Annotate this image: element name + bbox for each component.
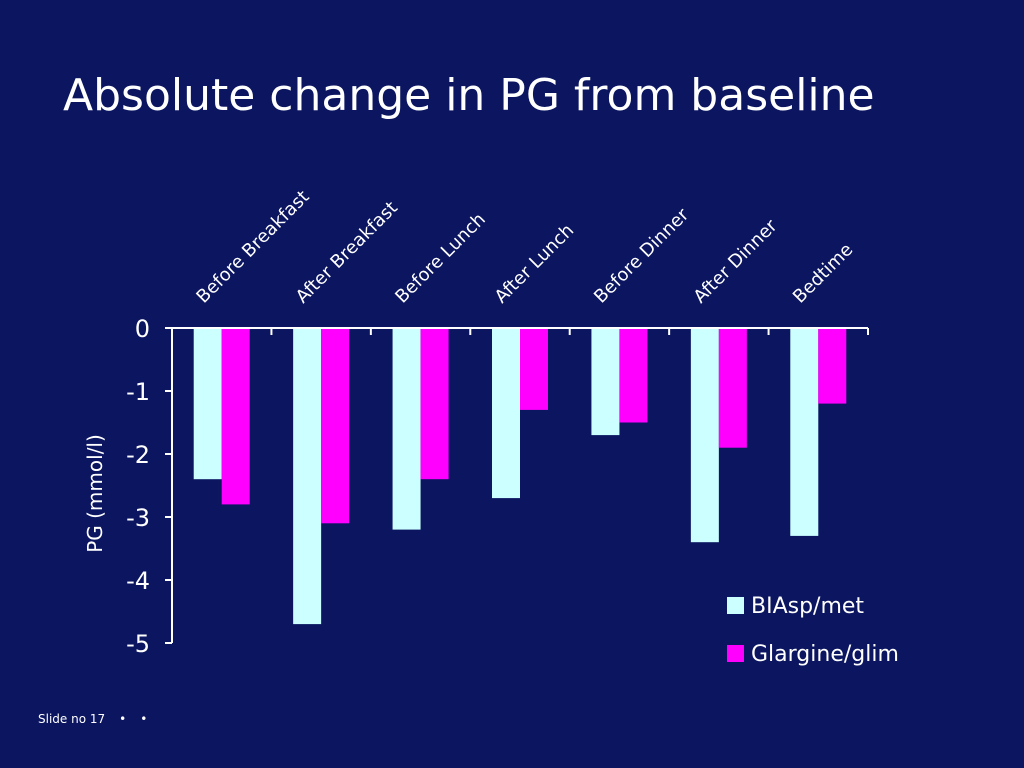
slide-title: Absolute change in PG from baseline: [63, 70, 875, 121]
bar-series1: [193, 328, 222, 480]
category-label: After Dinner: [690, 215, 782, 307]
y-tick-label: -1: [126, 378, 150, 406]
bar-series2: [221, 328, 250, 505]
legend-swatch: [727, 597, 744, 614]
slide-number: Slide no 17: [38, 712, 106, 726]
bar-series1: [591, 328, 620, 436]
y-axis-title: PG (mmol/l): [83, 434, 107, 553]
bar-series1: [392, 328, 421, 530]
y-tick-label: -3: [126, 504, 150, 532]
category-label: Bedtime: [789, 239, 857, 307]
bar-series2: [520, 328, 548, 410]
bar-series2: [321, 328, 350, 524]
category-label: After Lunch: [491, 220, 579, 308]
legend-label: BIAsp/met: [751, 594, 864, 619]
bar-series2: [420, 328, 449, 480]
y-tick-label: 0: [135, 315, 150, 343]
legend-label: Glargine/glim: [751, 642, 899, 667]
y-tick-label: -4: [126, 567, 150, 595]
category-label: After Breakfast: [292, 197, 402, 307]
bar-series1: [790, 328, 819, 536]
category-label: Before Dinner: [590, 204, 693, 307]
bar-series1: [293, 328, 322, 625]
bar-series1: [492, 328, 520, 499]
footer-dot: •: [119, 712, 127, 726]
legend-swatch: [727, 645, 744, 662]
bar-series1: [690, 328, 719, 543]
y-tick-label: -2: [126, 441, 150, 469]
y-tick-label: -5: [126, 630, 150, 658]
category-label: Before Lunch: [391, 209, 490, 308]
bar-series2: [818, 328, 847, 404]
footer-dot: •: [140, 712, 148, 726]
bar-series2: [619, 328, 648, 423]
bar-series2: [718, 328, 747, 448]
slide-footer: Slide no 17 • •: [38, 712, 147, 726]
